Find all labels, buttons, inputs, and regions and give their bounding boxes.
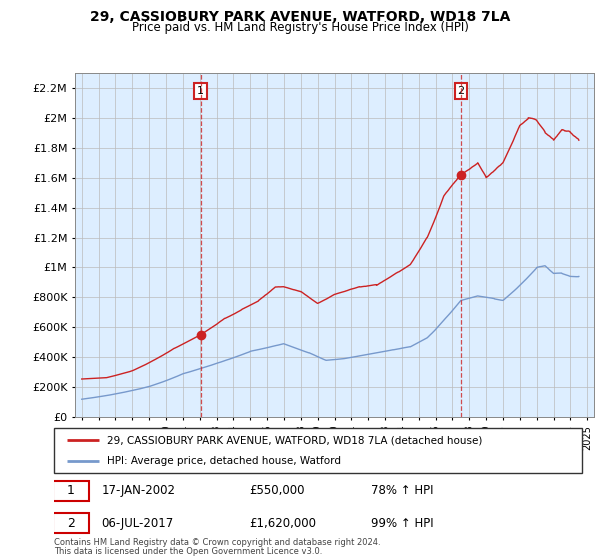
Text: 1: 1 xyxy=(67,484,75,497)
Text: £550,000: £550,000 xyxy=(250,484,305,497)
Text: 29, CASSIOBURY PARK AVENUE, WATFORD, WD18 7LA (detached house): 29, CASSIOBURY PARK AVENUE, WATFORD, WD1… xyxy=(107,436,482,446)
FancyBboxPatch shape xyxy=(53,480,89,501)
Text: Contains HM Land Registry data © Crown copyright and database right 2024.: Contains HM Land Registry data © Crown c… xyxy=(54,538,380,547)
Text: HPI: Average price, detached house, Watford: HPI: Average price, detached house, Watf… xyxy=(107,456,341,466)
Text: 78% ↑ HPI: 78% ↑ HPI xyxy=(371,484,433,497)
FancyBboxPatch shape xyxy=(53,513,89,533)
Text: 1: 1 xyxy=(197,86,204,96)
Text: 2: 2 xyxy=(457,86,464,96)
Text: 29, CASSIOBURY PARK AVENUE, WATFORD, WD18 7LA: 29, CASSIOBURY PARK AVENUE, WATFORD, WD1… xyxy=(90,10,510,24)
Text: 17-JAN-2002: 17-JAN-2002 xyxy=(101,484,176,497)
Text: 99% ↑ HPI: 99% ↑ HPI xyxy=(371,516,433,530)
Text: £1,620,000: £1,620,000 xyxy=(250,516,316,530)
FancyBboxPatch shape xyxy=(54,428,582,473)
Text: Price paid vs. HM Land Registry's House Price Index (HPI): Price paid vs. HM Land Registry's House … xyxy=(131,21,469,34)
Text: 2: 2 xyxy=(67,516,75,530)
Text: 06-JUL-2017: 06-JUL-2017 xyxy=(101,516,174,530)
Text: This data is licensed under the Open Government Licence v3.0.: This data is licensed under the Open Gov… xyxy=(54,547,322,556)
